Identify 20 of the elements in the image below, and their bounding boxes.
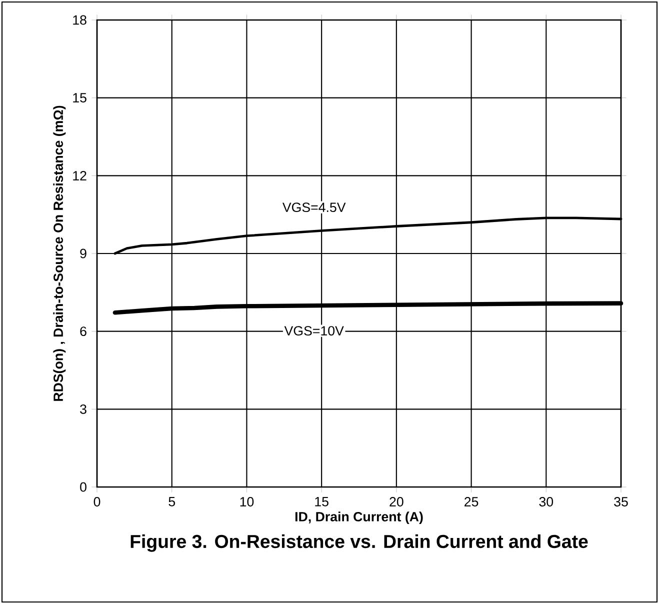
y-tick-label: 9 <box>80 248 86 258</box>
y-tick-label: 12 <box>73 171 86 180</box>
x-tick-label: 30 <box>539 497 554 506</box>
x-tick-label: 15 <box>315 497 328 506</box>
y-tick-label: 18 <box>73 15 86 25</box>
x-tick-label: 25 <box>464 497 478 506</box>
x-tick-label: 10 <box>240 497 254 506</box>
y-tick-label: 0 <box>80 482 86 492</box>
y-tick-label: 6 <box>80 326 86 336</box>
text: Figure 3. On-Resistance vs. Drain Current and Gate <box>130 534 588 552</box>
x-tick-label: 20 <box>390 497 404 506</box>
y-axis-title: RDS(on) , Drain-to-Source On Resistance (mΩ) <box>53 106 66 401</box>
x-tick-label: 0 <box>94 497 100 506</box>
series-label: VGS=10V <box>284 326 344 336</box>
x-axis-title: ID, Drain Current (A) <box>295 512 423 524</box>
x-tick-label: 5 <box>168 497 176 506</box>
y-tick-label: 15 <box>73 93 86 102</box>
x-tick-label: 35 <box>614 497 628 506</box>
series-label: VGS=4.5V <box>282 202 346 212</box>
y-tick-label: 3 <box>80 404 86 414</box>
